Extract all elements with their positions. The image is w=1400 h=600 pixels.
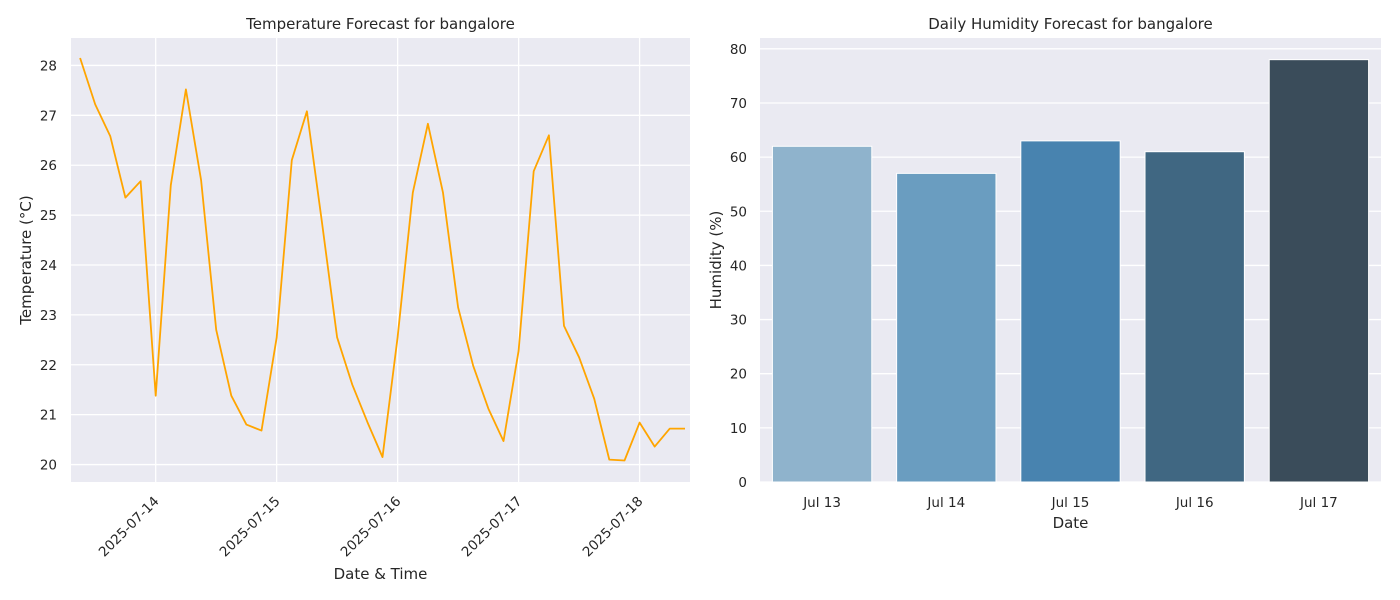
temperature-x-tick-label: 2025-07-17 [459,494,526,561]
temperature-y-tick-label: 24 [40,258,57,274]
temperature-y-tick-label: 23 [40,308,57,324]
humidity-bar [771,145,873,483]
humidity-y-ticks: 0 10 20 30 40 50 60 70 80 [730,42,747,491]
humidity-x-axis-label: Date [1053,514,1089,532]
humidity-y-tick-label: 70 [730,96,747,112]
humidity-y-tick-label: 40 [730,258,747,274]
temperature-y-ticks: 20 21 22 23 24 25 26 27 28 [40,58,57,473]
humidity-y-axis-label: Humidity (%) [707,211,725,310]
temperature-chart-title: Temperature Forecast for bangalore [245,15,515,33]
humidity-y-tick-label: 20 [730,367,747,383]
temperature-y-tick-label: 27 [40,108,57,124]
temperature-x-ticks: 2025-07-14 2025-07-15 2025-07-16 2025-07-17… [96,494,647,561]
humidity-bar [896,172,997,483]
humidity-bar [1268,59,1370,483]
humidity-x-tick-label: Jul 16 [1175,495,1214,511]
humidity-y-tick-label: 30 [730,313,747,329]
temperature-y-tick-label: 28 [40,58,57,74]
temperature-y-tick-label: 26 [40,158,57,174]
humidity-x-tick-label: Jul 15 [1051,495,1090,511]
temperature-x-tick-label: 2025-07-18 [580,494,647,561]
humidity-x-tick-label: Jul 17 [1299,495,1338,511]
humidity-y-tick-label: 0 [738,475,747,491]
humidity-y-tick-label: 60 [730,150,747,166]
temperature-x-tick-label: 2025-07-15 [217,494,284,561]
temperature-y-tick-label: 22 [40,358,57,374]
temperature-plot-area [71,38,690,482]
temperature-y-axis-label: Temperature (°C) [17,195,35,325]
humidity-bars [771,59,1370,483]
humidity-x-tick-label: Jul 13 [802,495,841,511]
humidity-bar [1020,140,1121,483]
humidity-y-tick-label: 80 [730,42,747,58]
temperature-grid [71,38,690,482]
humidity-bar [1144,151,1245,483]
humidity-x-ticks: Jul 13 Jul 14 Jul 15 Jul 16 Jul 17 [802,495,1338,511]
temperature-x-axis-label: Date & Time [334,565,428,583]
humidity-y-tick-label: 10 [730,421,747,437]
temperature-x-tick-label: 2025-07-14 [96,494,163,561]
humidity-chart-title: Daily Humidity Forecast for bangalore [928,15,1212,33]
temperature-y-tick-label: 21 [40,408,57,424]
humidity-x-tick-label: Jul 14 [926,495,965,511]
temperature-y-tick-label: 25 [40,208,57,224]
temperature-y-tick-label: 20 [40,458,57,474]
humidity-y-tick-label: 50 [730,204,747,220]
temperature-x-tick-label: 2025-07-16 [338,494,405,561]
temperature-series-line [79,57,685,462]
